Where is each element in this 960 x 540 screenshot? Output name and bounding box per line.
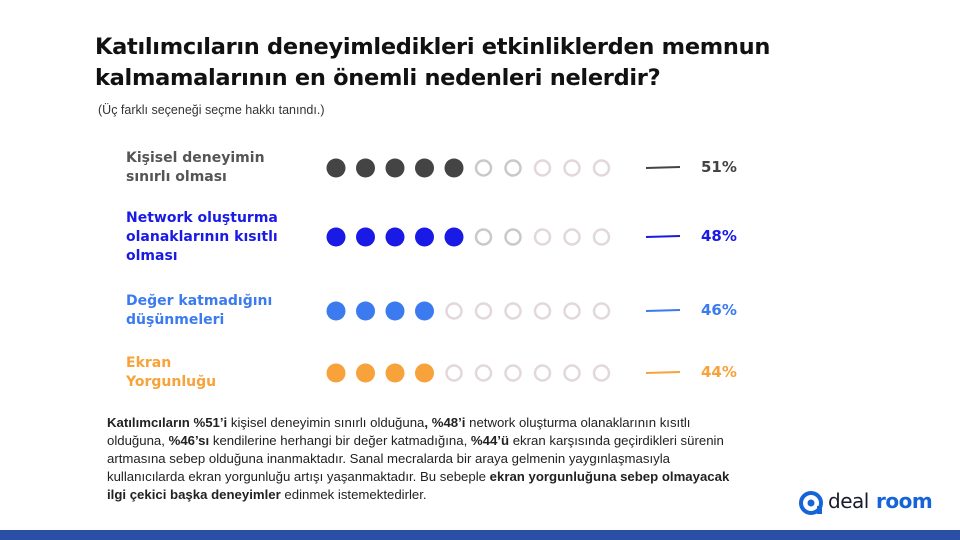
pictograph-chart (326, 158, 681, 383)
filled-dot (385, 158, 405, 178)
percent-label: 51% (701, 158, 737, 176)
empty-dot (592, 159, 611, 177)
row-label-line: Kişisel deneyimin (126, 150, 265, 166)
empty-dot (445, 302, 463, 320)
row-label-line: Değer katmadığını (126, 293, 273, 309)
summary-segment: ekran karşısında geçirdikleri sürenin ar… (107, 433, 724, 484)
percent-label: 46% (701, 301, 737, 319)
row-label-line: Ekran (126, 355, 172, 371)
filled-dot (415, 301, 434, 321)
filled-dot (326, 158, 346, 178)
empty-dot (592, 302, 611, 320)
row-label: Değer katmadığını düşünmeleri (126, 292, 272, 330)
summary-segment: , %48’i (424, 415, 466, 430)
page-title: Katılımcıların deneyimledikleri etkinlik… (95, 34, 771, 91)
empty-dot (592, 364, 611, 382)
empty-dot (445, 364, 463, 382)
row-label-line: sınırlı olması (126, 169, 227, 185)
summary-segment: edinmek istemektedirler. (280, 487, 427, 502)
row-label: Ekran Yorgunluğu (126, 354, 216, 392)
empty-dot (563, 159, 581, 177)
filled-dot (356, 158, 375, 178)
filled-dot (385, 301, 405, 321)
filled-dot (415, 363, 434, 383)
empty-dot (474, 159, 493, 177)
empty-dot (533, 302, 552, 320)
empty-dot (563, 364, 581, 382)
summary-segment: %44’ü (470, 433, 510, 448)
filled-dot (326, 363, 346, 383)
row-label-line: Network oluşturma (126, 209, 278, 226)
filled-dot (444, 227, 464, 247)
filled-dot (385, 227, 405, 247)
filled-dot (326, 301, 346, 321)
row-label: Kişisel deneyimin sınırlı olması (126, 149, 265, 187)
row-label-line: olanaklarının kısıtlı (126, 228, 278, 245)
connector-line (645, 309, 681, 312)
summary-segment: %46’sı (168, 433, 210, 448)
summary-segment: Katılımcıların %51’i (107, 415, 228, 430)
row-label-line: düşünmeleri (126, 312, 225, 328)
empty-dot (563, 302, 581, 320)
page-subtitle: (Üç farklı seçeneği seçme hakkı tanındı.… (98, 103, 325, 117)
empty-dot (474, 364, 493, 382)
empty-dot (474, 302, 493, 320)
row-label-line: Yorgunluğu (126, 374, 217, 390)
row-label: Network oluşturma olanaklarının kısıtlı ol… (126, 209, 278, 266)
summary-segment: kendilerine herhangi bir değer katmadığı… (209, 433, 471, 448)
filled-dot (356, 363, 375, 383)
empty-dot (504, 159, 522, 177)
empty-dot (533, 228, 552, 246)
empty-dot (533, 159, 552, 177)
empty-dot (563, 228, 581, 246)
empty-dot (533, 364, 552, 382)
logo-text-room: room (876, 489, 933, 513)
filled-dot (326, 227, 346, 247)
filled-dot (415, 158, 434, 178)
summary-segment: kişisel deneyimin sınırlı olduğuna (227, 415, 425, 430)
filled-dot (356, 301, 375, 321)
summary-segment: ekran yorgunluğuna sebep olmayacak ilgi … (107, 469, 730, 502)
percent-label: 44% (701, 363, 737, 381)
connector-line (645, 371, 681, 374)
filled-dot (444, 158, 464, 178)
summary-segment: network oluşturma olanaklarının kısıtlı … (107, 415, 691, 448)
percent-label: 48% (701, 227, 737, 245)
empty-dot (504, 364, 522, 382)
filled-dot (415, 227, 434, 247)
logo-text-deal: deal (828, 489, 869, 513)
summary-text: Katılımcıların %51’i kişisel deneyimin s… (107, 414, 747, 504)
empty-dot (504, 228, 522, 246)
row-label-line: olması (126, 247, 178, 264)
empty-dot (474, 228, 493, 246)
connector-line (645, 166, 681, 169)
empty-dot (504, 302, 522, 320)
empty-dot (592, 228, 611, 246)
connector-line (645, 235, 681, 238)
filled-dot (385, 363, 405, 383)
dealroom-logo-icon (799, 491, 823, 515)
filled-dot (356, 227, 375, 247)
bottom-bar (0, 530, 960, 540)
